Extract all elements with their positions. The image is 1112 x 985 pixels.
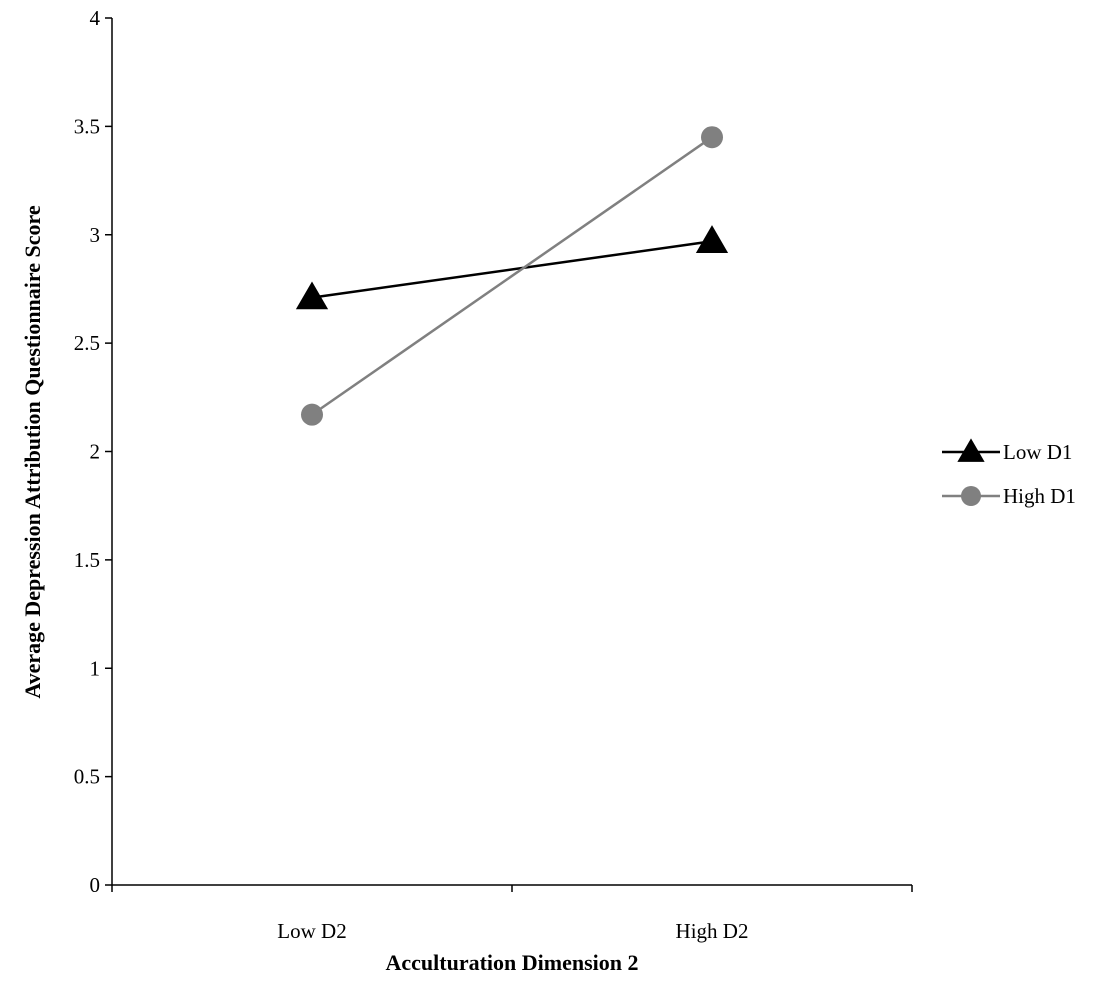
- legend: Low D1 High D1: [942, 438, 1076, 508]
- y-tick-label: 2: [90, 440, 101, 464]
- legend-marker: [961, 486, 981, 506]
- legend-marker: [957, 438, 985, 462]
- data-point: [701, 126, 723, 149]
- y-tick-label: 0.5: [74, 765, 100, 789]
- y-tick-label: 0: [90, 873, 101, 897]
- legend-label: High D1: [1003, 484, 1076, 508]
- series-layer: [295, 126, 729, 426]
- axes: 0 0.5 1 1.5 2 2.5 3 3.5 4 Low D2 High D2: [74, 6, 913, 943]
- legend-label: Low D1: [1003, 440, 1072, 464]
- x-axis-title: Acculturation Dimension 2: [386, 950, 639, 975]
- legend-item: Low D1: [942, 438, 1072, 464]
- y-tick-label: 1: [90, 656, 101, 680]
- legend-item: High D1: [942, 484, 1076, 508]
- series-line: [311, 136, 713, 416]
- series-line: [311, 240, 713, 299]
- data-point: [295, 281, 329, 310]
- y-tick-label: 4: [90, 6, 101, 30]
- x-tick-label: High D2: [676, 919, 749, 943]
- x-tick-label: Low D2: [277, 919, 346, 943]
- y-axis-title: Average Depression Attribution Questionn…: [20, 205, 45, 699]
- y-tick-label: 1.5: [74, 548, 100, 572]
- y-tick-label: 3.5: [74, 114, 100, 138]
- y-tick-label: 2.5: [74, 331, 100, 355]
- series-low-d1: [295, 225, 729, 310]
- data-point: [301, 403, 323, 426]
- series-high-d1: [301, 126, 723, 426]
- y-tick-label: 3: [90, 223, 101, 247]
- data-point: [695, 225, 729, 253]
